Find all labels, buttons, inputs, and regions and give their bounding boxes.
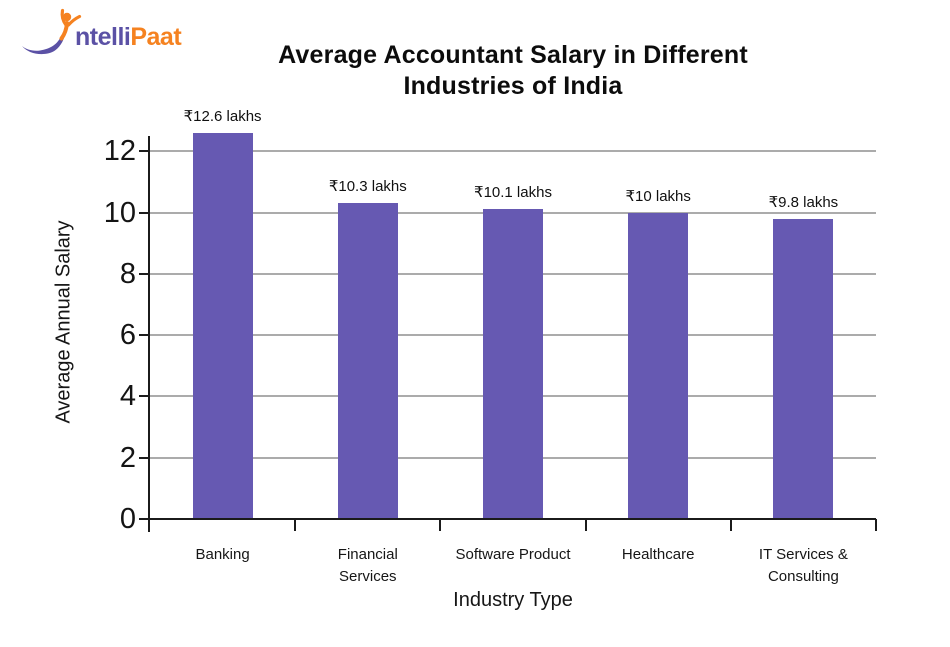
y-tick-label-12: 12 bbox=[103, 135, 136, 168]
logo-figure-head bbox=[62, 12, 72, 22]
y-tick-0 bbox=[139, 518, 148, 520]
x-tick-3 bbox=[584, 519, 587, 531]
chart-title: Average Accountant Salary in Different I… bbox=[150, 40, 876, 102]
y-tick-label-0: 0 bbox=[119, 503, 136, 535]
y-axis-line bbox=[148, 136, 150, 532]
bar-value-label-healthcare: ₹10 lakhs bbox=[625, 187, 691, 205]
bar-value-label-software-product: ₹10.1 lakhs bbox=[474, 184, 552, 202]
bar-value-label-financial-services: ₹10.3 lakhs bbox=[328, 178, 407, 196]
logo-swoosh-shape bbox=[22, 32, 66, 55]
svg-text:ntelliPaat: ntelliPaat bbox=[75, 23, 182, 51]
bar-healthcare bbox=[628, 212, 689, 519]
y-tick-4 bbox=[139, 395, 148, 398]
category-label-healthcare: Healthcare bbox=[621, 546, 695, 563]
bar-value-label-banking: ₹12.6 lakhs bbox=[183, 107, 262, 125]
bar-financial-services bbox=[337, 203, 398, 519]
intellipaat-figure-icon: ntelliPaat bbox=[22, 8, 183, 55]
y-tick-10 bbox=[139, 211, 148, 214]
x-tick-2 bbox=[439, 519, 442, 531]
logo-figure-torso bbox=[59, 21, 69, 41]
logo-figure-right-arm bbox=[66, 14, 82, 27]
y-tick-12 bbox=[139, 150, 148, 153]
category-label-it-services-consulting: IT Services & Consulting bbox=[758, 546, 848, 585]
y-tick-label-10: 10 bbox=[103, 196, 136, 229]
x-axis-line bbox=[150, 518, 876, 520]
bar-software-product bbox=[483, 209, 543, 519]
intellipaat-logo: ntelliPaat bbox=[20, 6, 220, 62]
x-axis-title: Industry Type bbox=[453, 589, 573, 611]
x-tick-5 bbox=[875, 519, 877, 531]
chart-title-line-2: Industries of India bbox=[403, 72, 623, 100]
bar-banking bbox=[192, 132, 253, 519]
chart-title-line-1: Average Accountant Salary in Different bbox=[278, 41, 748, 69]
bar-it-services-consulting bbox=[773, 218, 834, 519]
category-label-software-product: Software Product bbox=[455, 546, 571, 563]
x-tick-4 bbox=[729, 519, 732, 531]
y-tick-8 bbox=[139, 272, 148, 275]
y-tick-label-4: 4 bbox=[119, 380, 136, 413]
y-tick-label-8: 8 bbox=[119, 257, 136, 290]
y-tick-label-2: 2 bbox=[119, 441, 136, 474]
bar-value-label-it-services-consulting: ₹9.8 lakhs bbox=[768, 193, 839, 211]
logo-text-ntelli: ntelli bbox=[75, 23, 130, 51]
category-label-financial-services: Financial Services bbox=[337, 546, 398, 585]
x-tick-1 bbox=[294, 519, 297, 531]
y-tick-6 bbox=[139, 334, 148, 337]
y-tick-2 bbox=[139, 456, 148, 459]
gridline-12 bbox=[150, 150, 876, 153]
category-label-banking: Banking bbox=[195, 546, 250, 563]
logo-text-paat: Paat bbox=[130, 23, 182, 51]
y-tick-label-6: 6 bbox=[119, 319, 136, 352]
